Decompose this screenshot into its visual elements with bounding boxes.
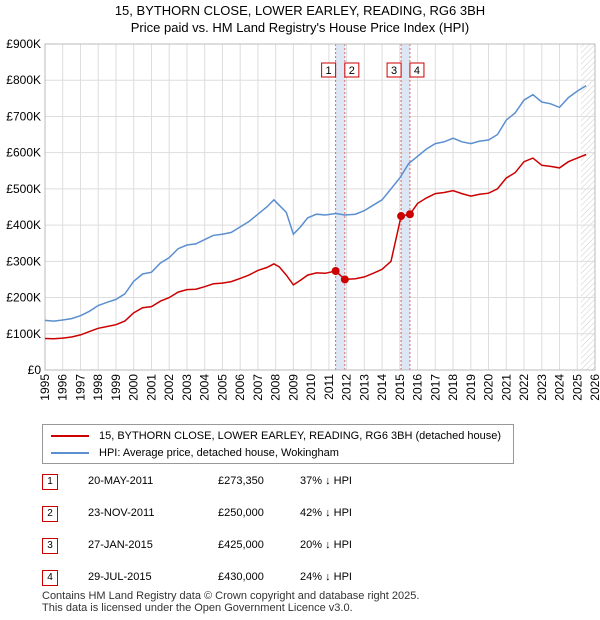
transaction-number: 4 <box>42 570 58 586</box>
y-tick-label: £900K <box>6 37 41 51</box>
x-tick-label: 2009 <box>286 374 300 401</box>
x-tick-label: 2003 <box>180 374 194 401</box>
transaction-hpi-diff: 42% ↓ HPI <box>300 507 352 519</box>
sale-marker-box <box>344 62 360 78</box>
x-tick-label: 2016 <box>411 374 425 401</box>
transaction-hpi-diff: 20% ↓ HPI <box>300 539 352 551</box>
x-tick-label: 2022 <box>517 374 531 401</box>
sale-point <box>331 266 340 275</box>
y-tick-label: £400K <box>6 218 41 232</box>
x-tick-label: 2015 <box>393 374 407 401</box>
legend-item-property: 15, BYTHORN CLOSE, LOWER EARLEY, READING… <box>51 428 501 444</box>
hpi-series-line <box>44 85 587 322</box>
footer-copyright: Contains HM Land Registry data © Crown c… <box>42 590 420 602</box>
transaction-date: 29-JUL-2015 <box>88 571 152 583</box>
y-tick-label: £0 <box>28 363 42 377</box>
x-tick-label: 2024 <box>553 374 567 401</box>
x-tick-label: 2013 <box>357 374 371 401</box>
sale-marker-label: 2 <box>349 65 355 77</box>
sale-point <box>397 212 406 221</box>
chart-subtitle: Price paid vs. HM Land Registry's House … <box>130 20 470 35</box>
x-tick-label: 1998 <box>91 374 105 401</box>
footer-licence: This data is licensed under the Open Gov… <box>42 602 353 614</box>
sale-marker-box <box>386 62 402 78</box>
sale-period-band <box>401 44 410 370</box>
x-tick-label: 2012 <box>340 374 354 401</box>
transaction-number: 2 <box>42 506 58 522</box>
x-tick-label: 1997 <box>73 374 87 401</box>
transaction-date: 23-NOV-2011 <box>88 507 155 519</box>
transaction-number: 3 <box>42 538 58 554</box>
x-tick-label: 2001 <box>144 374 158 401</box>
transaction-date: 20-MAY-2011 <box>88 475 154 487</box>
x-tick-label: 2017 <box>428 374 442 401</box>
x-tick-label: 2005 <box>215 374 229 401</box>
transaction-price: £430,000 <box>218 571 264 583</box>
legend-item-hpi: HPI: Average price, detached house, Woki… <box>51 445 339 461</box>
x-tick-label: 2014 <box>375 374 389 401</box>
x-tick-label: 1996 <box>56 374 70 401</box>
y-tick-label: £100K <box>6 327 41 341</box>
x-tick-label: 2026 <box>588 374 600 401</box>
x-tick-label: 2004 <box>198 374 212 401</box>
x-tick-label: 2019 <box>464 374 478 401</box>
x-tick-label: 2000 <box>127 374 141 401</box>
sale-period-band <box>335 44 345 370</box>
sale-point <box>405 210 414 219</box>
property-series-line <box>44 153 587 340</box>
sale-marker-label: 1 <box>326 65 332 77</box>
x-tick-label: 1995 <box>38 374 52 401</box>
legend-swatch-hpi <box>51 452 89 455</box>
x-tick-label: 2023 <box>535 374 549 401</box>
x-tick-label: 2018 <box>446 374 460 401</box>
table-row: 2 23-NOV-2011 £250,000 42% ↓ HPI <box>42 506 462 522</box>
x-tick-label: 2008 <box>269 374 283 401</box>
legend-swatch-property <box>51 435 89 438</box>
chart-legend: 15, BYTHORN CLOSE, LOWER EARLEY, READING… <box>42 424 514 464</box>
x-tick-label: 1999 <box>109 374 123 401</box>
y-tick-label: £700K <box>6 109 41 123</box>
x-tick-label: 2011 <box>322 374 336 400</box>
x-tick-label: 2020 <box>482 374 496 401</box>
x-tick-label: 2007 <box>251 374 265 401</box>
y-tick-label: £600K <box>6 146 41 160</box>
y-tick-label: £300K <box>6 254 41 268</box>
x-tick-label: 2002 <box>162 374 176 401</box>
projection-hatch <box>580 44 595 370</box>
table-row: 4 29-JUL-2015 £430,000 24% ↓ HPI <box>42 570 462 586</box>
sale-marker-label: 3 <box>391 65 397 77</box>
sale-marker-label: 4 <box>414 65 420 77</box>
sale-point <box>340 275 349 284</box>
plot-area <box>45 44 595 370</box>
sale-marker-box <box>321 62 337 78</box>
transaction-price: £250,000 <box>218 507 264 519</box>
transaction-date: 27-JAN-2015 <box>88 539 153 551</box>
table-row: 3 27-JAN-2015 £425,000 20% ↓ HPI <box>42 538 462 554</box>
x-tick-label: 2025 <box>570 374 584 401</box>
y-tick-label: £200K <box>6 291 41 305</box>
transaction-hpi-diff: 24% ↓ HPI <box>300 571 352 583</box>
x-tick-label: 2006 <box>233 374 247 401</box>
price-chart: £0 £100K £200K £300K £400K £500K £600K £700K £80… <box>6 37 600 401</box>
y-tick-label: £500K <box>6 182 41 196</box>
transaction-price: £273,350 <box>218 475 264 487</box>
transaction-price: £425,000 <box>218 539 264 551</box>
transaction-hpi-diff: 37% ↓ HPI <box>300 475 352 487</box>
footer-attribution: Contains HM Land Registry data © Crown c… <box>42 590 419 614</box>
sale-marker-box <box>409 62 425 78</box>
y-tick-label: £800K <box>6 73 41 87</box>
legend-label-property: 15, BYTHORN CLOSE, LOWER EARLEY, READING… <box>99 430 502 442</box>
plot-frame <box>44 43 596 371</box>
table-row: 1 20-MAY-2011 £273,350 37% ↓ HPI <box>42 474 462 490</box>
transaction-number: 1 <box>42 474 58 490</box>
legend-label-hpi: HPI: Average price, detached house, Woki… <box>99 447 339 459</box>
x-tick-label: 2021 <box>499 374 513 401</box>
chart-title: 15, BYTHORN CLOSE, LOWER EARLEY, READING… <box>114 3 486 18</box>
x-tick-label: 2010 <box>304 374 318 401</box>
